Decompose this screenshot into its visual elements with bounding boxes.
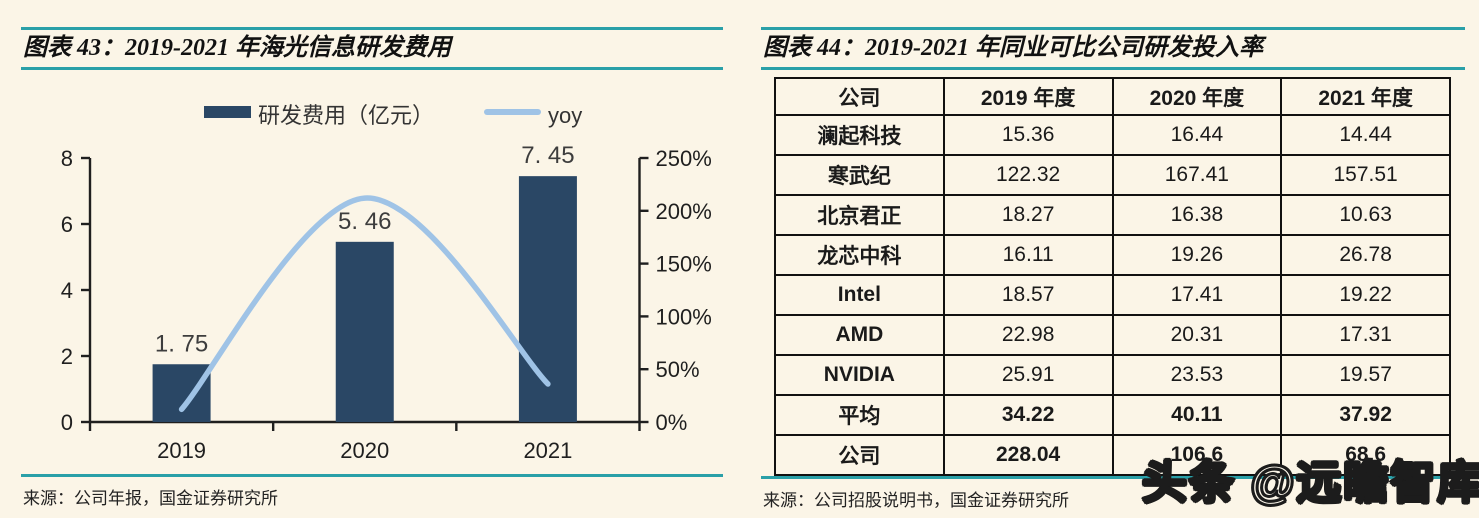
value-cell: 23.53 [1111,354,1283,396]
left-source-note: 来源：公司年报，国金证券研究所 [23,489,278,508]
header-cell: 2020 年度 [1111,77,1283,116]
table-row: AMD 22.98 20.31 17.31 [774,314,1451,356]
left-axis-tick-label: 2 [61,344,73,369]
value-cell: 228.04 [942,434,1114,476]
header-cell: 2019 年度 [942,77,1114,116]
value-cell: 19.26 [1111,234,1283,276]
x-category-label: 2021 [523,438,572,463]
rd-expense-chart: 0 2 4 6 8 0% 50% 100% 150% 200% 250% 2019 2020 2021 1.… [61,103,712,463]
left-axis-tick-label: 6 [61,212,73,237]
company-cell: AMD [774,314,945,356]
value-cell: 16.38 [1111,194,1283,236]
left-bottom-divider [21,474,723,477]
value-cell: 15.36 [942,114,1114,156]
legend-line-swatch [484,109,541,115]
right-axis-tick-label: 250% [656,146,712,171]
value-cell: 20.31 [1111,314,1283,356]
value-cell: 22.98 [942,314,1114,356]
x-category-label: 2020 [340,438,389,463]
value-cell: 17.31 [1280,314,1451,356]
value-cell: 17.41 [1111,274,1283,316]
company-cell: 公司 [774,434,945,476]
legend-line-label: yoy [548,103,582,128]
legend-bar-label: 研发费用（亿元） [258,103,434,128]
left-title-band: 图表 43：2019-2021 年海光信息研发费用 [21,27,723,70]
table-row: 寒武纪 122.32 167.41 157.51 [774,154,1451,196]
comparison-table: 公司 2019 年度 2020 年度 2021 年度 澜起科技 15.36 16.44 14… [774,77,1451,476]
right-axis-tick-label: 100% [656,304,712,329]
value-cell: 40.11 [1111,394,1283,436]
left-axis-tick-label: 8 [61,146,73,171]
value-cell: 19.22 [1280,274,1451,316]
comparison-table-body: 澜起科技 15.36 16.44 14.44 寒武纪 122.32 167.41 157.51… [774,114,1451,476]
value-cell: 18.27 [942,194,1114,236]
comparison-table-head: 公司 2019 年度 2020 年度 2021 年度 [774,77,1451,116]
value-cell: 25.91 [942,354,1114,396]
value-cell: 16.44 [1111,114,1283,156]
value-cell: 26.78 [1280,234,1451,276]
right-figure-title: 图表 44：2019-2021 年同业可比公司研发投入率 [763,35,1263,61]
company-cell: 北京君正 [774,194,945,236]
value-cell: 34.22 [942,394,1114,436]
table-row: 北京君正 18.27 16.38 10.63 [774,194,1451,236]
bar-2019 [152,364,211,422]
table-row: 澜起科技 15.36 16.44 14.44 [774,114,1451,156]
right-axis-tick-label: 50% [656,357,700,382]
right-axis-tick-label: 200% [656,199,712,224]
right-bottom-divider [761,476,1465,479]
table-row: NVIDIA 25.91 23.53 19.57 [774,354,1451,396]
header-cell: 公司 [774,77,945,116]
company-cell: NVIDIA [774,354,945,396]
company-cell: 龙芯中科 [774,234,945,276]
left-figure-title: 图表 43：2019-2021 年海光信息研发费用 [23,35,451,61]
table-row: 公司 228.04 106.6 68.6 [774,434,1451,476]
bar-value-label: 5. 46 [338,208,391,235]
company-cell: 平均 [774,394,945,436]
value-cell: 122.32 [942,154,1114,196]
left-figure-panel: 图表 43：2019-2021 年海光信息研发费用 0 2 4 6 8 0% 50% 100%… [21,27,723,509]
right-figure-panel: 图表 44：2019-2021 年同业可比公司研发投入率 公司 2019 年度 20… [761,27,1465,511]
bar-value-label: 1. 75 [155,330,208,357]
x-category-label: 2019 [157,438,206,463]
value-cell: 10.63 [1280,194,1451,236]
watermark: 头条 @远瞻智库 [1141,456,1479,509]
value-cell: 167.41 [1111,154,1283,196]
legend-bar-swatch [204,106,251,118]
yoy-line [178,195,551,413]
right-axis-tick-label: 0% [656,410,688,435]
value-cell: 16.11 [942,234,1114,276]
value-cell: 106.6 [1111,434,1283,476]
value-cell: 18.57 [942,274,1114,316]
value-cell: 37.92 [1280,394,1451,436]
right-title-band: 图表 44：2019-2021 年同业可比公司研发投入率 [761,27,1465,70]
right-source-note: 来源：公司招股说明书，国金证券研究所 [763,491,1069,510]
bar-value-label: 7. 45 [521,142,574,169]
left-axis-tick-label: 0 [61,410,73,435]
company-cell: 澜起科技 [774,114,945,156]
value-cell: 157.51 [1280,154,1451,196]
table-row: 平均 34.22 40.11 37.92 [774,394,1451,436]
table-row: Intel 18.57 17.41 19.22 [774,274,1451,316]
value-cell: 68.6 [1280,434,1451,476]
value-cell: 19.57 [1280,354,1451,396]
bar-2020 [335,241,394,422]
header-cell: 2021 年度 [1280,77,1451,116]
table-header-row: 公司 2019 年度 2020 年度 2021 年度 [774,77,1451,116]
company-cell: Intel [774,274,945,316]
right-axis-tick-label: 150% [656,252,712,277]
left-axis-tick-label: 4 [61,278,73,303]
value-cell: 14.44 [1280,114,1451,156]
table-row: 龙芯中科 16.11 19.26 26.78 [774,234,1451,276]
company-cell: 寒武纪 [774,154,945,196]
